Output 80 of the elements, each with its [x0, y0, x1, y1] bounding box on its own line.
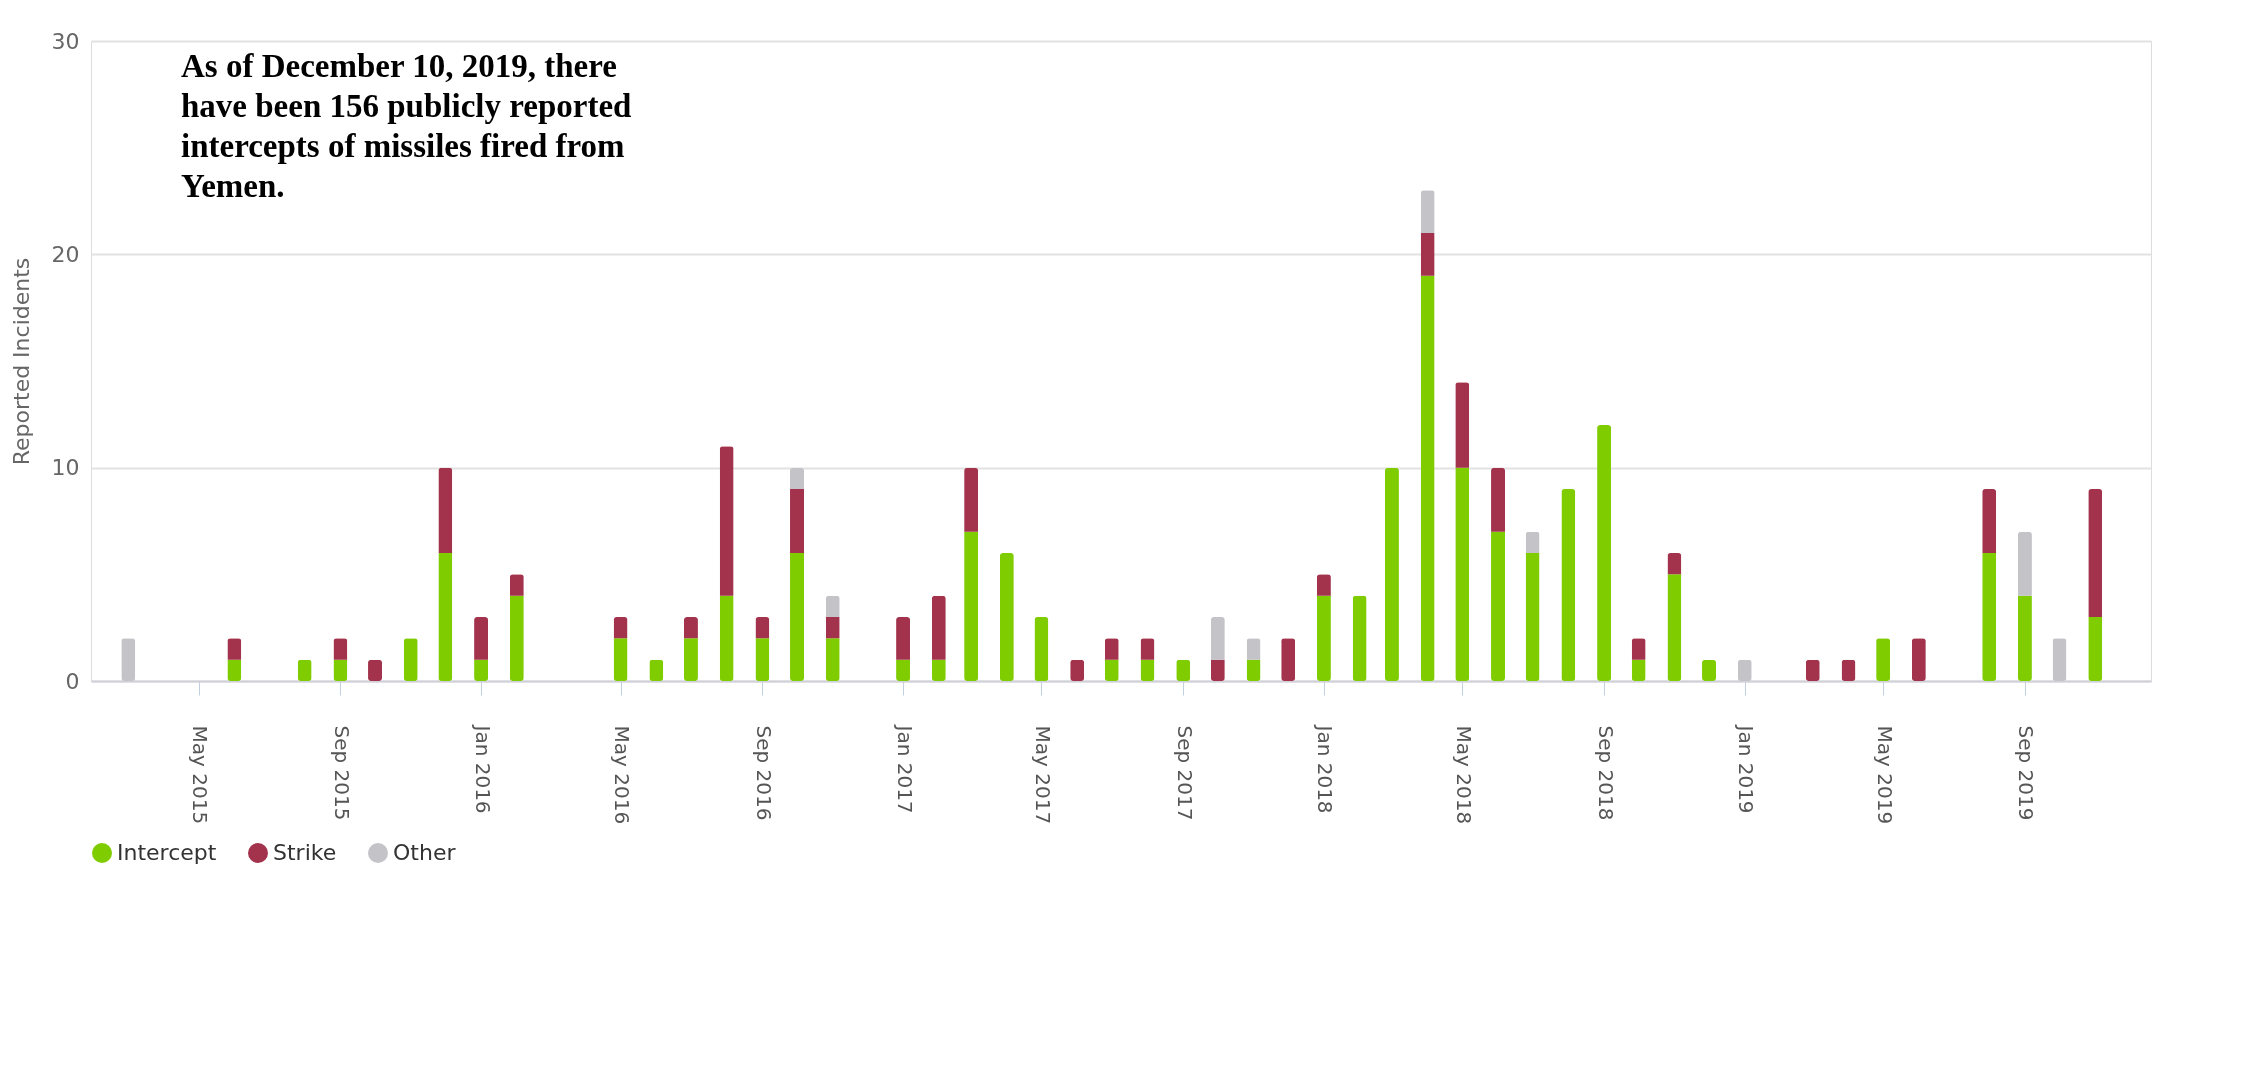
bar [1525, 531, 1540, 553]
bar [1491, 531, 1506, 681]
bar [474, 617, 489, 660]
bar [825, 617, 840, 639]
bar [1455, 382, 1470, 468]
bar [1420, 190, 1435, 233]
bar [825, 595, 840, 617]
x-tick-label: May 2016 [610, 725, 635, 825]
bar [683, 638, 698, 681]
x-tick-label: May 2015 [188, 725, 213, 825]
bar [1876, 638, 1891, 681]
bar [1420, 275, 1435, 681]
bar [1911, 638, 1926, 681]
bar [1491, 467, 1506, 532]
bar [719, 595, 734, 681]
bar [825, 638, 840, 681]
y-tick-label: 30 [51, 28, 80, 54]
bar [2088, 489, 2103, 617]
bar [790, 489, 805, 553]
x-tick-label: May 2018 [1451, 725, 1476, 825]
bar [333, 638, 348, 660]
bar [1104, 638, 1119, 660]
bar [227, 638, 242, 660]
legend-label: Other [393, 840, 457, 865]
bar [509, 595, 524, 681]
bar [1384, 467, 1399, 681]
bar [1420, 233, 1435, 276]
bar [790, 467, 805, 489]
x-tick-label: Jan 2018 [1313, 723, 1338, 814]
bar [755, 638, 770, 681]
bar [2017, 531, 2032, 596]
bar [121, 638, 136, 681]
bar [1982, 489, 1997, 553]
bar [613, 638, 628, 681]
bar [1034, 617, 1049, 681]
y-tick-label: 10 [51, 455, 80, 481]
y-tick-label: 0 [65, 668, 80, 694]
x-tick-label: May 2017 [1030, 725, 1055, 825]
x-tick-label: Sep 2015 [329, 725, 354, 821]
bar [1140, 638, 1155, 660]
bar [1246, 638, 1261, 660]
x-tick-label: Jan 2019 [1734, 723, 1759, 814]
bar [403, 638, 418, 681]
bar [1631, 638, 1646, 660]
x-tick-label: Sep 2016 [751, 725, 776, 821]
bar [719, 446, 734, 596]
bar [2017, 595, 2032, 681]
bar [1667, 574, 1682, 681]
bar [964, 467, 979, 532]
bar [1525, 553, 1540, 681]
bar [2052, 638, 2067, 681]
bar [1210, 617, 1225, 660]
x-tick-label: Sep 2019 [2014, 725, 2039, 821]
legend-label: Strike [273, 840, 337, 865]
bar [1597, 425, 1612, 681]
bar [964, 531, 979, 681]
bar [438, 467, 453, 553]
x-tick-label: Jan 2017 [892, 723, 917, 814]
bar [896, 617, 911, 660]
bar [931, 595, 946, 660]
bar [1561, 489, 1576, 681]
y-axis-title: Reported Incidents [8, 257, 34, 466]
x-tick-label: Sep 2017 [1172, 725, 1197, 821]
bar [1281, 638, 1296, 681]
bar [2088, 617, 2103, 681]
bar [1316, 574, 1331, 596]
bar [999, 553, 1014, 681]
bar [1982, 553, 1997, 681]
bar [1455, 467, 1470, 681]
bar [1316, 595, 1331, 681]
x-tick-label: May 2019 [1872, 725, 1897, 825]
x-tick-label: Jan 2016 [470, 723, 495, 814]
x-tick-label: Sep 2018 [1593, 725, 1618, 821]
y-tick-label: 20 [51, 241, 80, 267]
annotation: As of December 10, 2019, there have been 156 publicly reported intercepts of missiles fired from Yemen. [181, 48, 632, 204]
bar [1352, 595, 1367, 681]
bar [790, 553, 805, 681]
legend-label: Intercept [117, 840, 217, 865]
bar [509, 574, 524, 596]
bar [438, 553, 453, 681]
